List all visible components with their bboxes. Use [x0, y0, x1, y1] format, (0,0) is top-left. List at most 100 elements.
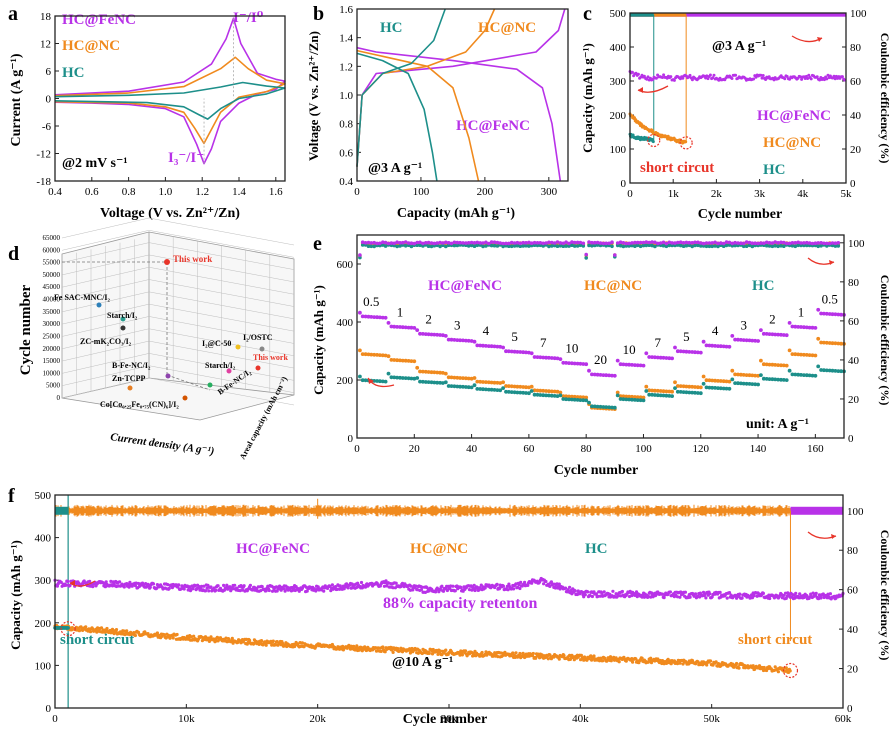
panel-e-cap-HC@FeNC-point — [699, 351, 703, 355]
panel-a-x-tick-label: 0.4 — [48, 186, 62, 198]
panel-f-cap-fenc-point — [689, 596, 692, 599]
panel-a-y-tick-label: -12 — [36, 149, 51, 161]
panel-e-cap-HC@NC-point — [788, 349, 792, 353]
panel-a-red-label: I₃⁻/I⁻ — [168, 150, 204, 166]
panel-e-ce-point — [837, 241, 841, 245]
panel-e-cap-HC-point — [530, 389, 534, 393]
panel-e-rate-label: 0.5 — [363, 294, 379, 309]
panel-e-cap-HC-point — [444, 380, 448, 384]
panel-f-cap-nc-point — [105, 627, 108, 630]
panel-f-cap-fenc-point — [694, 592, 697, 595]
panel-d-y-tick-label: 50000 — [43, 271, 61, 279]
panel-e-cap-HC@NC-point — [412, 359, 416, 363]
panel-f-cap-nc-point — [735, 662, 738, 665]
panel-e-y2-tick-label: 80 — [848, 277, 860, 289]
panel-f-cap-nc-point — [737, 667, 740, 670]
panel-e-cap-HC@FeNC-point — [587, 369, 591, 373]
panel-e-cap-HC@NC-point — [670, 390, 674, 394]
panel-e-ce-point — [610, 245, 614, 249]
panel-d-letter: d — [8, 243, 19, 265]
panel-f-cap-nc-point — [134, 634, 137, 637]
panel-e-cap-HC@FeNC-point — [613, 374, 617, 378]
panel-f-cap-nc-point — [260, 639, 263, 642]
panel-d-point-zc — [121, 326, 126, 331]
panel-b-curve-HC@NC charge — [357, 9, 495, 167]
panel-f-y2-tick-label: 20 — [847, 664, 859, 676]
panel-f-cap-fenc-point — [91, 585, 94, 588]
panel-f-cap-fenc-point — [233, 584, 236, 587]
panel-d-y-tick-label: 15000 — [43, 357, 61, 365]
panel-a-legend-hc: HC — [62, 65, 85, 81]
panel-a: a HC@FeNC HC@NC HC I⁻/I⁰ I₃⁻/I⁻ @2 mV s⁻… — [8, 3, 285, 221]
panel-d-point-fesac — [97, 303, 102, 308]
panel-e-cap-HC@NC-point — [387, 354, 391, 358]
panel-d-label-fesac: Fe SAC-MNC/I₂ — [54, 293, 111, 302]
panel-a-y-tick-label: -6 — [42, 121, 52, 133]
panel-e-legend-hc: HC — [752, 278, 775, 294]
panel-a-y-tick-label: 12 — [40, 39, 51, 51]
panel-f-letter: f — [8, 485, 15, 507]
panel-f-cap-fenc-point — [704, 596, 707, 599]
panel-b-x-tick-label: 300 — [541, 186, 558, 198]
panel-c: c @3 A g⁻¹ HC@FeNC HC@NC HC short circut… — [580, 3, 890, 222]
panel-d-point-this-work — [164, 259, 170, 265]
panel-f-cap-fenc-point — [454, 589, 457, 592]
panel-f-y-tick-label: 300 — [35, 575, 52, 587]
panel-f-cap-fenc-point — [331, 583, 334, 586]
panel-b-x-tick-label: 200 — [477, 186, 494, 198]
panel-f-y-tick-label: 0 — [46, 703, 52, 715]
panel-e-y-tick-label: 600 — [337, 259, 354, 271]
panel-e-y2label: Coulombic efficiency (%) — [878, 275, 890, 406]
panel-e-x-tick-label: 60 — [523, 443, 535, 455]
panel-e-cap-HC@FeNC-point — [473, 340, 477, 344]
panel-e-cap-HC-point — [673, 386, 677, 390]
panel-c-y2-tick-label: 40 — [850, 110, 862, 122]
panel-e-cap-HC@FeNC-point — [788, 321, 792, 325]
panel-c-cap-fenc-point — [731, 77, 734, 80]
panel-b-y-tick-label: 0.6 — [339, 147, 353, 159]
panel-e-x-tick-label: 140 — [750, 443, 767, 455]
panel-d-label-ostc: I₂/OSTC — [243, 333, 273, 342]
panel-a-cv-HC@NC — [55, 57, 285, 143]
panel-f-y2-tick-label: 60 — [847, 585, 859, 597]
panel-d-y-tick-label: 45000 — [43, 283, 61, 291]
panel-e-y2-tick-label: 40 — [848, 355, 860, 367]
panel-e-rate-label: 10 — [565, 341, 578, 356]
panel-f-cap-nc-point — [558, 658, 561, 661]
panel-f-cap-fenc-point — [708, 592, 711, 595]
panel-b-y-tick-label: 0.8 — [339, 119, 353, 131]
panel-f-cap-nc-point — [562, 654, 565, 657]
panel-c-y-tick-label: 200 — [610, 110, 627, 122]
panel-f-cap-nc-point — [392, 651, 395, 654]
panel-e-cap-HC-point — [670, 394, 674, 398]
panel-f-cap-fenc-point — [603, 590, 606, 593]
panel-f-cap-fenc-point — [526, 584, 529, 587]
panel-e-cap-HC@FeNC-point — [785, 333, 789, 337]
panel-f-cap-fenc-point — [496, 583, 499, 586]
panel-e-cap-HC@NC-point — [358, 349, 362, 353]
panel-f-cap-fenc-point — [568, 586, 571, 589]
panel-f-cap-fenc-point — [207, 589, 210, 592]
panel-f-cap-fenc-point — [752, 594, 755, 597]
panel-f-y-tick-label: 400 — [35, 533, 52, 545]
panel-e-y2-tick-label: 0 — [848, 433, 854, 445]
panel-f-cap-fenc-point — [451, 585, 454, 588]
panel-c-cap-fenc-point — [752, 78, 755, 81]
panel-b-y-tick-label: 1.6 — [339, 4, 353, 16]
panel-f-cap-nc-point — [428, 652, 431, 655]
panel-e-x-tick-label: 160 — [807, 443, 824, 455]
panel-f-cap-fenc-point — [217, 584, 220, 587]
panel-a-letter: a — [8, 3, 18, 25]
panel-f-condition: @10 A g⁻¹ — [392, 655, 453, 670]
panel-f-cap-fenc-point — [719, 591, 722, 594]
panel-a-x-tick-label: 0.8 — [122, 186, 136, 198]
panel-e-cap-HC-point — [387, 372, 391, 376]
panel-f-cap-fenc-point — [684, 591, 687, 594]
panel-f-cap-fenc-point — [322, 590, 325, 593]
panel-f-cap-fenc-point — [149, 586, 152, 589]
panel-e-cap-HC@NC-point — [644, 385, 648, 389]
panel-f-cap-nc-point — [618, 660, 621, 663]
panel-e-y-tick-label: 200 — [337, 375, 354, 387]
panel-f-y-tick-label: 200 — [35, 618, 52, 630]
panel-a-ox-label: I⁻/I⁰ — [233, 10, 264, 26]
